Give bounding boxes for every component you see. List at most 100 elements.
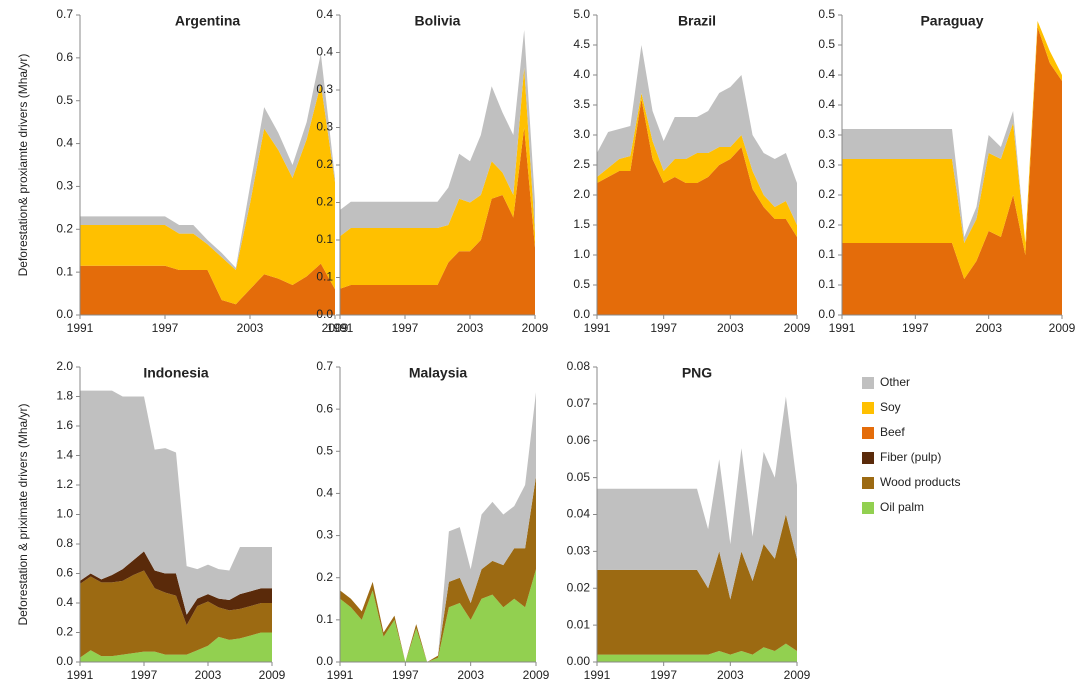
legend-swatch [862,502,874,514]
y-tick-label: 0.3 [316,528,333,542]
y-tick-label: 0.2 [316,195,333,209]
y-tick-label: 4.5 [573,37,590,51]
y-tick-label: 1.0 [573,247,590,261]
legend-label: Wood products [880,475,961,489]
y-tick-label: 0.0 [316,654,333,668]
y-tick-label: 0.05 [567,470,591,484]
x-tick-label: 1997 [152,321,179,335]
y-tick-label: 0.0 [56,654,73,668]
y-tick-label: 0.4 [56,136,73,150]
panel-title: Brazil [678,13,716,29]
y-tick-label: 0.5 [573,277,590,291]
y-tick-label: 0.5 [316,443,333,457]
y-tick-label: 2.5 [573,157,590,171]
legend-label: Oil palm [880,500,924,514]
x-tick-label: 1991 [829,321,856,335]
y-tick-label: 0.00 [567,654,591,668]
y-tick-label: 0.0 [316,307,333,321]
y-tick-label: 0.8 [56,536,73,550]
y-tick-label: 3.0 [573,127,590,141]
y-tick-label: 0.1 [818,277,835,291]
area-series [597,514,797,655]
y-tick-label: 0.6 [56,50,73,64]
x-tick-label: 2009 [1049,321,1076,335]
area-series [80,390,272,615]
area-series [597,643,797,662]
y-tick-label: 0.08 [567,359,591,373]
x-tick-label: 2009 [784,321,811,335]
area-series [340,476,536,662]
y-tick-label: 0.0 [573,307,590,321]
y-tick-label: 1.0 [56,507,73,521]
panel-title: Indonesia [143,365,209,381]
y-tick-label: 0.4 [316,45,333,59]
y-tick-label: 0.1 [316,270,333,284]
panel-title: PNG [682,365,712,381]
y-tick-label: 0.4 [316,7,333,21]
y-tick-label: 0.1 [316,612,333,626]
y-tick-label: 0.3 [818,127,835,141]
x-tick-label: 1991 [584,668,611,682]
y-tick-label: 2.0 [573,187,590,201]
y-tick-label: 0.07 [567,396,591,410]
y-tick-label: 1.2 [56,477,73,491]
area-series [340,127,535,315]
x-tick-label: 2009 [784,668,811,682]
y-tick-label: 0.0 [818,307,835,321]
panel-title: Bolivia [415,13,461,29]
x-tick-label: 1991 [327,668,354,682]
y-tick-label: 0.04 [567,507,591,521]
x-tick-label: 1991 [67,321,94,335]
y-tick-label: 1.6 [56,418,73,432]
area-series [340,30,535,237]
area-series [80,551,272,626]
y-tick-label: 0.2 [818,217,835,231]
x-tick-label: 2003 [717,668,744,682]
legend-label: Soy [880,400,901,414]
y-tick-label: 0.02 [567,580,591,594]
x-tick-label: 2003 [195,668,222,682]
y-tick-label: 0.2 [56,625,73,639]
y-tick-label: 2.0 [56,359,73,373]
area-series [80,83,335,305]
area-series [80,263,335,315]
legend-swatch [862,452,874,464]
y-tick-label: 5.0 [573,7,590,21]
y-tick-label: 3.5 [573,97,590,111]
y-tick-label: 0.1 [56,264,73,278]
y-tick-label: 0.3 [56,179,73,193]
x-tick-label: 2003 [237,321,264,335]
legend-swatch [862,402,874,414]
legend-swatch [862,427,874,439]
x-tick-label: 1997 [902,321,929,335]
x-tick-label: 2009 [522,321,549,335]
y-tick-label: 0.4 [818,97,835,111]
y-tick-label: 0.2 [818,187,835,201]
y-tick-label: 0.3 [316,82,333,96]
area-series [842,21,1062,279]
x-tick-label: 1997 [392,668,419,682]
y-tick-label: 1.8 [56,389,73,403]
y-tick-label: 0.5 [818,7,835,21]
y-axis-label: Deforestation& proxiamte drivers (Mha/yr… [16,54,30,277]
x-tick-label: 2003 [975,321,1002,335]
y-tick-label: 0.06 [567,433,591,447]
area-series [80,632,272,662]
legend-swatch [862,377,874,389]
panel-title: Argentina [175,13,241,29]
y-tick-label: 0.03 [567,544,591,558]
legend-label: Other [880,375,910,389]
area-series [597,45,797,225]
y-tick-label: 0.0 [56,307,73,321]
y-axis-label: Deforestation & priximate drivers (Mha/y… [16,403,30,625]
legend-swatch [862,477,874,489]
y-tick-label: 0.01 [567,617,591,631]
area-series [340,569,536,662]
area-series [597,93,797,237]
x-tick-label: 1997 [650,321,677,335]
y-tick-label: 0.4 [818,67,835,81]
x-tick-label: 2009 [322,321,349,335]
y-tick-label: 0.7 [56,7,73,21]
x-tick-label: 2003 [457,668,484,682]
